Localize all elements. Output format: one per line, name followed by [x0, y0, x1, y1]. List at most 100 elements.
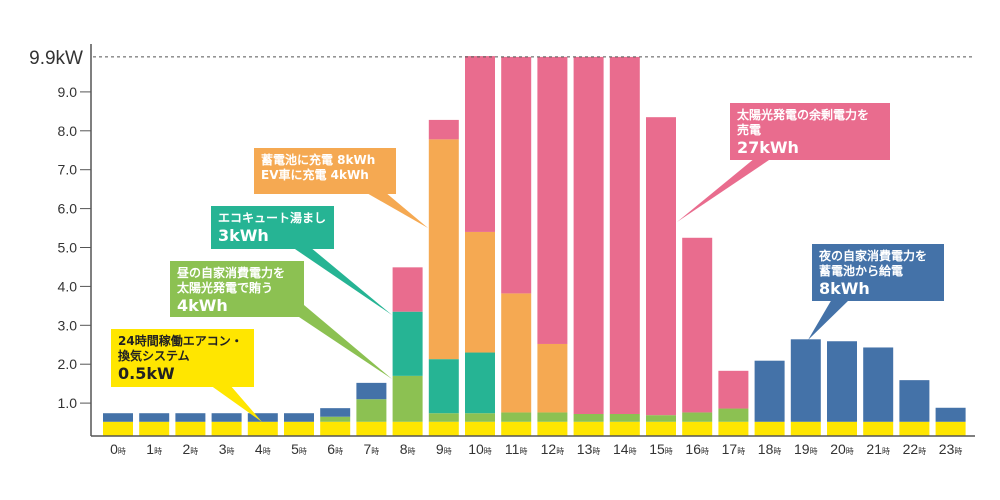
- bar-segment-pink-9: [428, 119, 459, 140]
- bar-segment-green-9: [428, 413, 459, 422]
- bar-segment-yellow-3: [211, 421, 242, 436]
- x-tick-label: 19時: [794, 441, 818, 457]
- bar-segment-yellow-16: [682, 421, 713, 436]
- x-tick-label: 18時: [758, 441, 782, 457]
- bar-segment-yellow-21: [863, 421, 894, 436]
- max-line-label: 9.9kW: [29, 48, 83, 69]
- bar-segment-green-15: [646, 415, 676, 422]
- bar-segment-pink-14: [609, 56, 640, 414]
- x-tick-label: 21時: [866, 441, 890, 457]
- bar-segment-orange-12: [537, 343, 568, 413]
- bar-segment-yellow-23: [935, 421, 966, 436]
- callout-blue-line1: 夜の自家消費電力を: [819, 249, 928, 263]
- y-tick-label: 8.0: [58, 123, 78, 139]
- y-tick-label: 4.0: [58, 278, 78, 294]
- bar-segment-green-10: [465, 413, 495, 422]
- bar-segment-blue-3: [211, 413, 242, 422]
- x-tick-label: 13時: [577, 441, 601, 457]
- bar-segment-pink-13: [573, 56, 604, 414]
- callout-green-line2: 太陽光発電で賄う: [177, 281, 274, 295]
- callout-tail-green: [296, 305, 392, 379]
- callout-orange: 蓄電池に充電 8kWh EV車に充電 4kWh: [254, 148, 396, 194]
- x-tick-label: 17時: [722, 441, 746, 457]
- bar-segment-yellow-22: [899, 421, 930, 436]
- bar-segment-green-8: [392, 375, 423, 422]
- x-tick-label: 1時: [146, 441, 162, 457]
- callout-yellow-line1: 24時間稼働エアコン・: [118, 334, 243, 348]
- bar-segment-yellow-15: [646, 421, 676, 436]
- bar-segment-yellow-0: [103, 421, 133, 436]
- bar-segment-pink-17: [718, 370, 749, 409]
- bar-segment-yellow-2: [175, 421, 206, 436]
- bar-segment-orange-11: [501, 293, 532, 413]
- bar-segment-pink-11: [501, 56, 532, 294]
- y-tick-label: 3.0: [58, 317, 78, 333]
- callout-teal-value: 3kWh: [218, 226, 269, 245]
- bar-segment-pink-10: [465, 56, 495, 232]
- callout-orange-line1: 蓄電池に充電 8kWh: [261, 153, 376, 167]
- y-tick-label: 1.0: [58, 395, 78, 411]
- x-tick-label: 12時: [541, 441, 565, 457]
- bar-segment-green-11: [501, 412, 532, 422]
- x-tick-label: 3時: [219, 441, 235, 457]
- bar-segment-green-16: [682, 412, 713, 422]
- bar-segment-blue-23: [935, 407, 966, 422]
- bar-segment-pink-12: [537, 56, 568, 344]
- x-tick-label: 0時: [110, 441, 126, 457]
- bar-segment-yellow-6: [320, 421, 351, 436]
- x-tick-label: 11時: [505, 441, 528, 457]
- bar-segment-blue-2: [175, 413, 206, 422]
- bar-segment-yellow-17: [718, 421, 749, 436]
- callout-blue: 夜の自家消費電力を 蓄電池から給電 8kWh: [812, 244, 944, 301]
- bar-segment-teal-10: [465, 352, 495, 414]
- bar-segment-yellow-20: [827, 421, 857, 436]
- callout-orange-line2: EV車に充電 4kWh: [261, 168, 369, 182]
- y-tick-label: 9.0: [58, 84, 78, 100]
- callout-teal-line1: エコキュート湯まし: [218, 211, 327, 225]
- callout-blue-line2: 蓄電池から給電: [819, 264, 904, 278]
- bar-segment-yellow-8: [392, 421, 423, 436]
- bar-segment-blue-7: [356, 382, 387, 400]
- x-tick-label: 5時: [291, 441, 307, 457]
- y-tick-label: 6.0: [58, 201, 78, 217]
- bar-segment-yellow-12: [537, 421, 568, 436]
- callout-green-value: 4kWh: [177, 296, 228, 315]
- bar-segment-blue-4: [247, 413, 278, 422]
- callout-tail-blue: [808, 299, 850, 340]
- bar-segment-yellow-10: [465, 421, 495, 436]
- bar-segment-yellow-7: [356, 421, 387, 436]
- bar-segment-green-7: [356, 399, 387, 422]
- x-tick-label: 4時: [255, 441, 271, 457]
- callout-pink: 太陽光発電の余剰電力を 売電 27kWh: [730, 103, 890, 160]
- y-tick-label: 2.0: [58, 356, 78, 372]
- callout-pink-line1: 太陽光発電の余剰電力を: [737, 108, 870, 122]
- bar-segment-blue-22: [899, 380, 930, 422]
- bar-segment-yellow-11: [501, 421, 532, 436]
- bar-segment-blue-18: [754, 360, 785, 422]
- bar-segment-yellow-19: [790, 421, 821, 436]
- x-tick-label: 16時: [685, 441, 709, 457]
- bar-segment-yellow-5: [284, 421, 314, 436]
- bar-segment-green-6: [320, 416, 351, 422]
- bar-segment-teal-8: [392, 311, 423, 376]
- bar-segment-yellow-9: [428, 421, 459, 436]
- bar-segment-green-14: [609, 413, 640, 422]
- x-tick-label: 2時: [183, 441, 199, 457]
- bar-segment-pink-16: [682, 237, 713, 413]
- x-labels: 0時 1時 2時 3時 4時 5時 6時 7時 8時 9時 10時 11時 12時 13時 14時 15時 16…: [110, 441, 962, 457]
- x-tick-label: 23時: [939, 441, 963, 457]
- x-tick-label: 7時: [364, 441, 380, 457]
- bar-segment-blue-6: [320, 408, 351, 417]
- x-tick-label: 20時: [830, 441, 854, 457]
- bar-segment-blue-1: [139, 413, 170, 422]
- callout-tail-teal: [292, 247, 392, 315]
- x-tick-label: 14時: [613, 441, 637, 457]
- bar-segment-pink-15: [646, 117, 676, 416]
- x-tick-label: 8時: [400, 441, 416, 457]
- bar-segment-yellow-1: [139, 421, 170, 436]
- callout-yellow: 24時間稼働エアコン・ 換気システム 0.5kW: [111, 329, 254, 387]
- bar-segment-yellow-4: [247, 421, 278, 436]
- y-tick-label: 5.0: [58, 240, 78, 256]
- bar-segment-blue-19: [790, 339, 821, 422]
